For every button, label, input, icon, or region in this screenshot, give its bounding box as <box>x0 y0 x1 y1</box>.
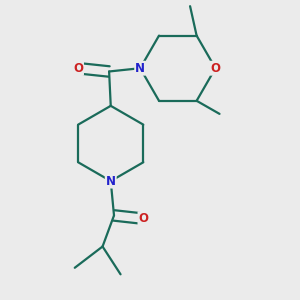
Text: N: N <box>106 175 116 188</box>
Text: O: O <box>210 62 220 75</box>
Text: O: O <box>139 212 148 225</box>
Text: N: N <box>135 62 145 75</box>
Text: O: O <box>73 62 83 75</box>
